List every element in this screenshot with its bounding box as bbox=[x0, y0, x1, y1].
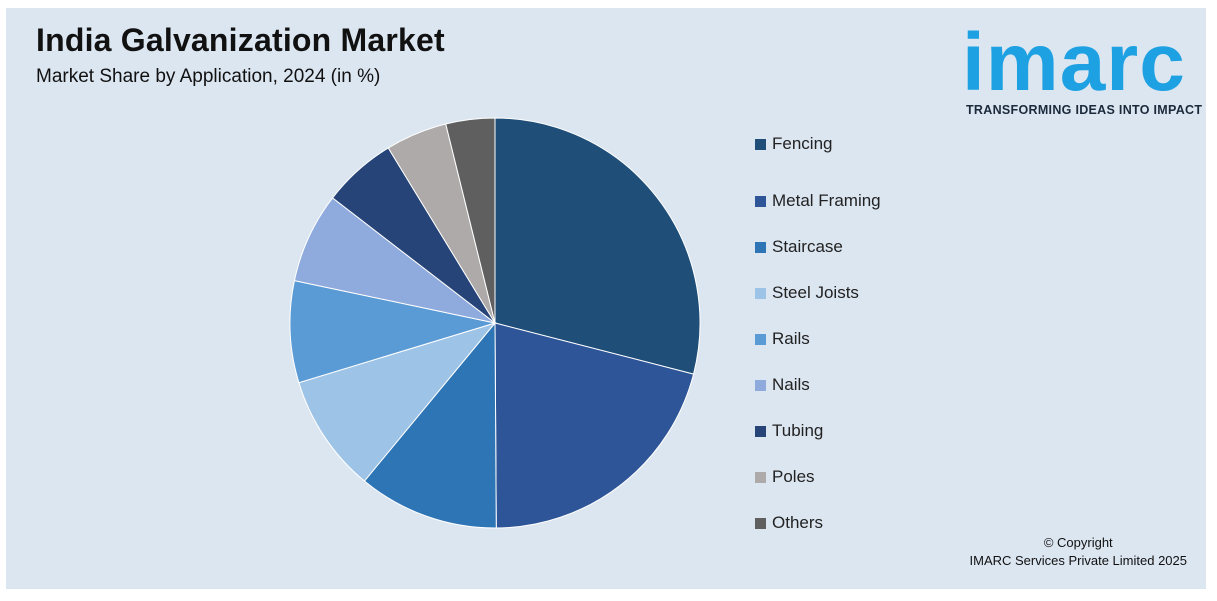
legend-swatch bbox=[755, 425, 766, 437]
legend-item-metal-framing: Metal Framing bbox=[755, 178, 881, 224]
legend-swatch bbox=[755, 471, 766, 483]
chart-title: India Galvanization Market bbox=[36, 22, 445, 58]
legend-swatch bbox=[755, 241, 766, 253]
pie-slice-fencing bbox=[494, 117, 701, 375]
legend-item-steel-joists: Steel Joists bbox=[755, 270, 881, 316]
legend-swatch bbox=[755, 517, 766, 529]
pie-slice-staircase bbox=[363, 321, 497, 529]
chart-subtitle: Market Share by Application, 2024 (in %) bbox=[36, 66, 381, 87]
pie-slice-metal-framing bbox=[494, 322, 695, 529]
legend-label: Tubing bbox=[772, 421, 824, 440]
legend-item-poles: Poles bbox=[755, 454, 881, 500]
legend-item-staircase: Staircase bbox=[755, 224, 881, 270]
legend-swatch bbox=[755, 195, 766, 207]
chart-legend: Fencing Metal Framing Staircase Steel Joist… bbox=[755, 132, 881, 546]
legend-swatch bbox=[755, 333, 766, 345]
legend-label: Poles bbox=[772, 467, 815, 486]
legend-label: Metal Framing bbox=[772, 191, 881, 210]
legend-label: Steel Joists bbox=[772, 283, 859, 302]
pie-slice-rails bbox=[289, 279, 496, 384]
legend-item-nails: Nails bbox=[755, 362, 881, 408]
legend-swatch bbox=[755, 287, 766, 299]
legend-label: Staircase bbox=[772, 237, 843, 256]
legend-item-others: Others bbox=[755, 500, 881, 546]
legend-item-rails: Rails bbox=[755, 316, 881, 362]
imarc-logo: imarc bbox=[962, 17, 1186, 108]
copyright-line-2: IMARC Services Private Limited 2025 bbox=[969, 553, 1187, 568]
legend-swatch bbox=[755, 379, 766, 391]
legend-label: Nails bbox=[772, 375, 810, 394]
legend-label: Fencing bbox=[772, 134, 833, 153]
logo-tagline: TRANSFORMING IDEAS INTO IMPACT bbox=[966, 103, 1203, 117]
legend-label: Rails bbox=[772, 329, 810, 348]
legend-swatch bbox=[755, 138, 766, 150]
legend-label: Others bbox=[772, 513, 824, 532]
pie-slice-steel-joists bbox=[298, 322, 497, 482]
copyright-notice: © Copyright IMARC Services Private Limit… bbox=[970, 534, 1187, 570]
pie-slice-others bbox=[445, 117, 496, 324]
legend-item-tubing: Tubing bbox=[755, 408, 881, 454]
legend-item-fencing: Fencing bbox=[755, 132, 881, 156]
copyright-line-1: © Copyright bbox=[1043, 535, 1113, 550]
